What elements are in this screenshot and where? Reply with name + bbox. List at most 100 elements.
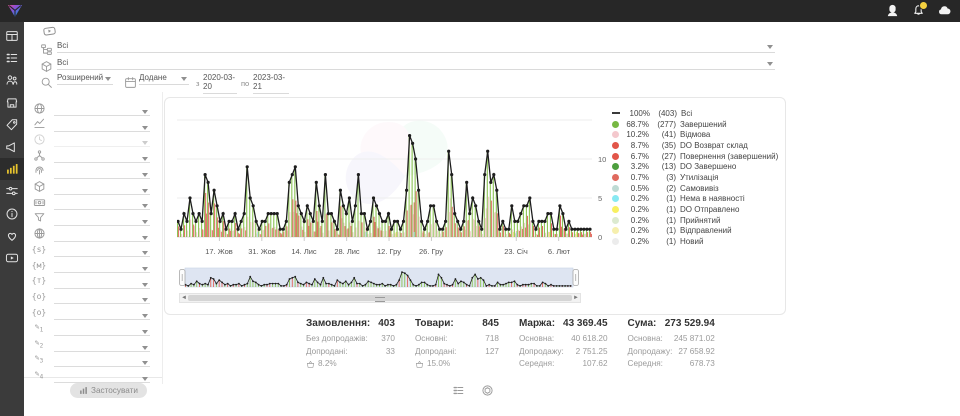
summary-stats: Замовлення:403Без допродажів:370Допродан… bbox=[306, 318, 715, 371]
custom-field-3-icon: ✎3 bbox=[32, 352, 46, 366]
legend-item[interactable]: 0.2% (1) Відправлений bbox=[612, 226, 782, 237]
legend-dot-swatch bbox=[612, 227, 619, 234]
y-axis-label: 0 bbox=[598, 233, 602, 242]
profile-icon[interactable] bbox=[885, 3, 900, 18]
y-axis-label: 10 bbox=[598, 155, 606, 164]
chevron-down-icon bbox=[142, 361, 148, 365]
chevron-down-icon bbox=[142, 173, 148, 177]
legend-item[interactable]: 68.7% (277) Завершений bbox=[612, 119, 782, 130]
topbar-actions bbox=[885, 3, 952, 18]
legend-item[interactable]: 0.2% (1) Новий bbox=[612, 236, 782, 247]
legend-item[interactable]: 0.5% (2) Самовивіз bbox=[612, 183, 782, 194]
filter-dropdown-custom-field-3[interactable] bbox=[54, 353, 150, 367]
apply-button[interactable]: Застосувати bbox=[70, 383, 147, 398]
chevron-down-icon bbox=[105, 77, 111, 81]
chart-legend: 100% (403) Всі 68.7% (277) Завершений 10… bbox=[612, 108, 782, 247]
country-icon bbox=[32, 101, 46, 115]
products-view-icon[interactable] bbox=[481, 384, 494, 397]
filter-dropdown-trend[interactable] bbox=[54, 118, 150, 132]
x-axis-label: 28. Лис bbox=[325, 247, 369, 256]
filter-dropdown-time[interactable] bbox=[54, 133, 150, 147]
navigator-handle-left[interactable] bbox=[180, 270, 186, 286]
scrollbar-thumb[interactable] bbox=[188, 295, 572, 301]
chevron-down-icon bbox=[142, 330, 148, 334]
sidebar-item-analytics[interactable] bbox=[0, 158, 24, 180]
legend-item[interactable]: 0.2% (1) Нема в наявності bbox=[612, 194, 782, 205]
chevron-down-icon bbox=[181, 77, 187, 81]
fingerprint-icon bbox=[32, 164, 46, 178]
filter-dropdown-var-t[interactable] bbox=[54, 275, 150, 289]
filter-dropdown-website[interactable] bbox=[54, 228, 150, 242]
filter-dropdown-product-cube[interactable] bbox=[54, 181, 150, 195]
filter-dropdown-custom-field-2[interactable] bbox=[54, 338, 150, 352]
scroll-left-icon[interactable]: ◄ bbox=[180, 294, 188, 302]
stat-header: Замовлення:403 bbox=[306, 318, 395, 329]
search-mode-select[interactable]: Розширений bbox=[57, 73, 113, 85]
legend-item[interactable]: 3.2% (13) DO Завершено bbox=[612, 161, 782, 172]
legend-item[interactable]: 6.7% (27) Повернення (завершений) bbox=[612, 151, 782, 162]
filter-dropdown-funnel[interactable] bbox=[54, 212, 150, 226]
legend-item[interactable]: 10.2% (41) Відмова bbox=[612, 129, 782, 140]
x-axis-label: 23. Січ bbox=[494, 247, 538, 256]
stat-column-2: Маржа:43 369.45Основна:40 618.20Допродаж… bbox=[519, 318, 608, 371]
app-logo-icon[interactable] bbox=[6, 2, 24, 20]
filter-dropdown-var-s[interactable] bbox=[54, 243, 150, 257]
chevron-down-icon bbox=[142, 220, 148, 224]
structure-icon bbox=[33, 149, 46, 162]
filter-dropdown-country[interactable] bbox=[54, 102, 150, 116]
sidebar-item-price-tag[interactable] bbox=[0, 114, 24, 136]
sidebar-item-partners[interactable] bbox=[0, 225, 24, 247]
navigator-handle-right[interactable] bbox=[573, 270, 579, 286]
chart-scrollbar[interactable]: ◄ ► bbox=[179, 293, 581, 303]
sidebar-item-marketing[interactable] bbox=[0, 136, 24, 158]
x-axis-label: 12. Гру bbox=[367, 247, 411, 256]
legend-dot-swatch bbox=[612, 195, 619, 202]
filter-dropdown-payment[interactable] bbox=[54, 196, 150, 210]
orders-chart[interactable] bbox=[177, 104, 592, 244]
sidebar-item-info[interactable] bbox=[0, 203, 24, 225]
chevron-down-icon bbox=[142, 346, 148, 350]
legend-dot-swatch bbox=[612, 153, 619, 160]
chart-navigator[interactable] bbox=[179, 267, 579, 291]
stat-row: Основна:40 618.20 bbox=[519, 333, 608, 346]
analytics-page: Всі Всі Розширений Додане з 2020-03-20 п… bbox=[0, 0, 960, 416]
date-from-input[interactable]: 2020-03-20 bbox=[203, 73, 237, 94]
sidebar-item-settings[interactable] bbox=[0, 180, 24, 202]
filter-dropdown-structure[interactable] bbox=[54, 149, 150, 163]
stat-column-0: Замовлення:403Без допродажів:370Допродан… bbox=[306, 318, 395, 371]
sidebar-item-clients[interactable] bbox=[0, 69, 24, 91]
filter-select-0[interactable]: Всі bbox=[57, 41, 775, 53]
chevron-down-icon bbox=[767, 45, 773, 49]
legend-item[interactable]: 0.2% (1) Прийнятий bbox=[612, 215, 782, 226]
filter-dropdown-custom-field-1[interactable] bbox=[54, 322, 150, 336]
filter-select-1[interactable]: Всі bbox=[57, 58, 775, 70]
date-to-input[interactable]: 2023-03-21 bbox=[253, 73, 289, 94]
main-nav-sidebar bbox=[0, 22, 24, 416]
filter-dropdown-var-m[interactable] bbox=[54, 259, 150, 273]
sidebar-item-store[interactable] bbox=[0, 92, 24, 114]
night-mode-icon[interactable] bbox=[937, 3, 952, 18]
sidebar-item-orders-list[interactable] bbox=[0, 47, 24, 69]
upsell-rate: 8.2% bbox=[306, 358, 395, 371]
filter-dropdown-var-o2[interactable] bbox=[54, 306, 150, 320]
sidebar-item-dashboard[interactable] bbox=[0, 25, 24, 47]
legend-item[interactable]: 0.7% (3) Утилізація bbox=[612, 172, 782, 183]
product-cube-icon bbox=[33, 180, 46, 193]
date-field-select[interactable]: Додане bbox=[139, 73, 189, 85]
legend-item[interactable]: 100% (403) Всі bbox=[612, 108, 782, 119]
filter-dropdown-fingerprint[interactable] bbox=[54, 165, 150, 179]
scroll-right-icon[interactable]: ► bbox=[572, 294, 580, 302]
legend-item[interactable]: 8.7% (35) DO Возврат склад bbox=[612, 140, 782, 151]
orders-view-icon[interactable] bbox=[452, 384, 465, 397]
notifications-bell-icon[interactable] bbox=[911, 3, 926, 18]
topbar bbox=[0, 0, 960, 22]
video-tutorial-icon[interactable] bbox=[41, 24, 58, 38]
filter-dropdown-custom-field-4[interactable] bbox=[54, 369, 150, 383]
legend-dot-swatch bbox=[612, 131, 619, 138]
chevron-down-icon bbox=[142, 298, 148, 302]
sidebar-item-video[interactable] bbox=[0, 247, 24, 269]
filter-dropdown-var-o1[interactable] bbox=[54, 290, 150, 304]
category-tree-icon bbox=[40, 43, 53, 56]
stat-header: Товари:845 bbox=[415, 318, 499, 329]
legend-item[interactable]: 0.2% (1) DO Отправлено bbox=[612, 204, 782, 215]
